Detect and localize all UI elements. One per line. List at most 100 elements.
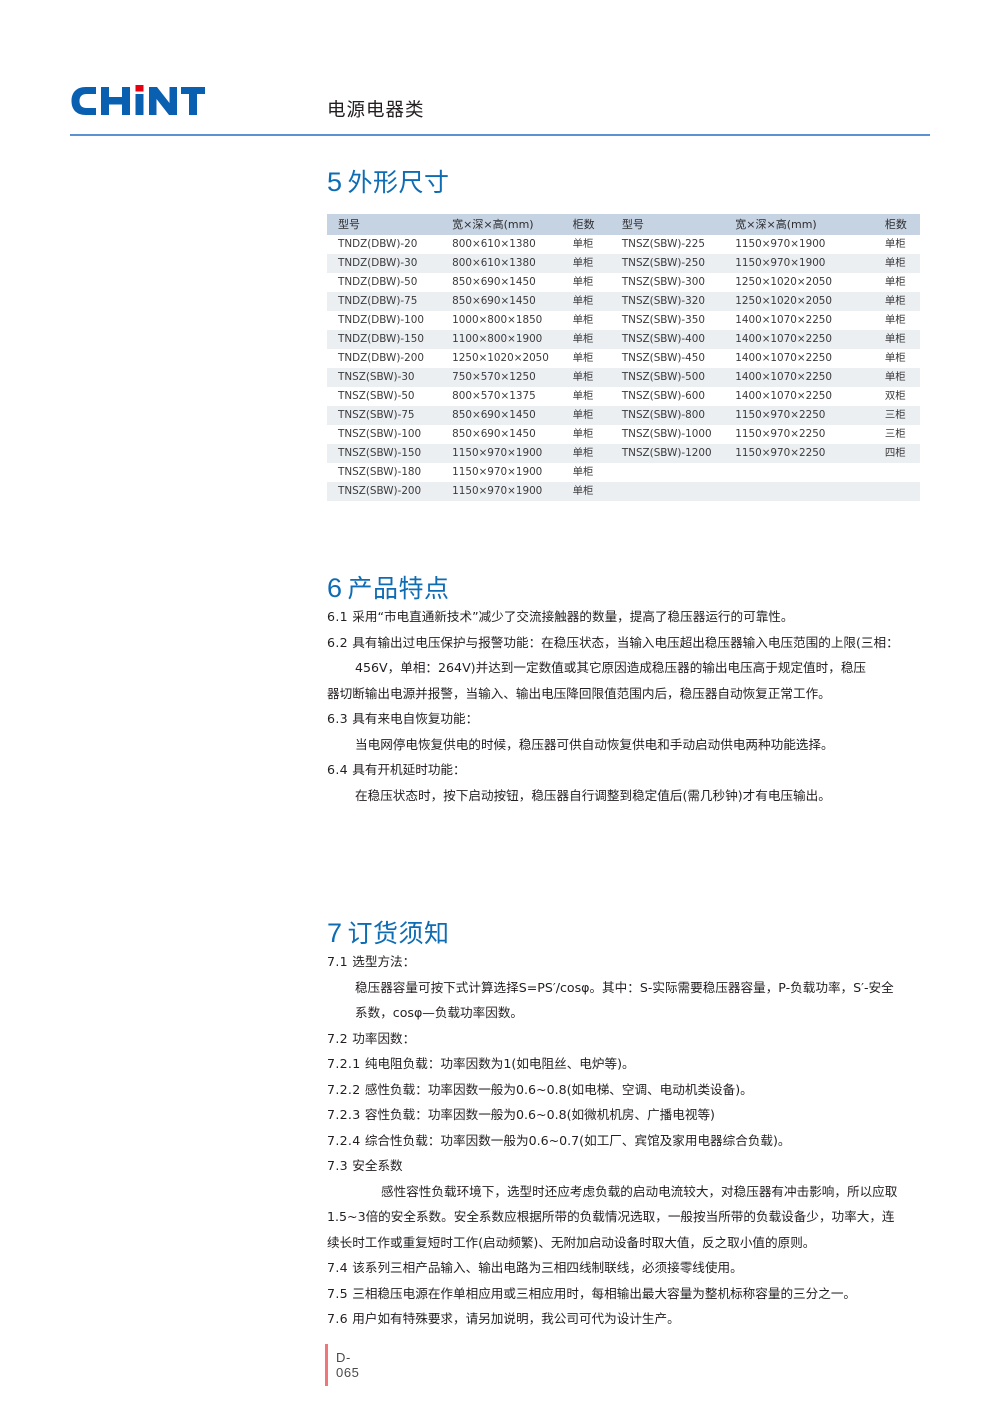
cell-model-1: TNDZ(DBW)-200	[338, 352, 424, 364]
feature-item-6-4: 6.4 具有开机延时功能：	[327, 757, 942, 783]
cell-cabinets-1: 单柜	[572, 485, 594, 497]
cell-cabinets-1: 单柜	[572, 409, 594, 421]
page-number: D-065	[336, 1350, 360, 1380]
table-row: TNDZ(DBW)-30 800×610×1380 单柜 TNSZ(SBW)-250 1…	[327, 254, 920, 273]
cell-cabinets-2	[885, 463, 920, 482]
item-text: 系数，cosφ—负载功率因数。	[355, 1005, 524, 1020]
table-row: TNSZ(SBW)-30 750×570×1250 单柜 TNSZ(SBW)-500 1…	[327, 368, 920, 387]
col-header-model-2: 型号	[621, 218, 644, 231]
cell-cabinets-2: 双柜	[884, 390, 906, 402]
cell-size-2	[735, 463, 885, 482]
table-row: TNSZ(SBW)-180 1150×970×1900 单柜	[327, 463, 920, 482]
item-number: 7.1	[327, 954, 348, 969]
table-row: TNSZ(SBW)-150 1150×970×1900 单柜 TNSZ(SBW)-12…	[327, 444, 920, 463]
features-text-block: 6.1 采用“市电直通新技术”减少了交流接触器的数量，提高了稳压器运行的可靠性。…	[327, 604, 942, 808]
item-text: 具有开机延时功能：	[352, 762, 466, 777]
cell-model-2: TNSZ(SBW)-1000	[621, 428, 712, 440]
cell-size-2: 1400×1070×2250	[735, 371, 833, 383]
table-row: TNSZ(SBW)-200 1150×970×1900 单柜	[327, 482, 920, 501]
section-title: 外形尺寸	[347, 168, 450, 197]
item-text: 稳压器容量可按下式计算选择S=PS′/cosφ。其中：S-实际需要稳压器容量，P…	[355, 979, 894, 995]
ordering-item-7-1-line1: 稳压器容量可按下式计算选择S=PS′/cosφ。其中：S-实际需要稳压器容量，P…	[327, 975, 942, 1001]
col-header-cab-1: 柜数	[572, 218, 595, 231]
cell-cabinets-2: 单柜	[884, 276, 906, 288]
cell-size-1: 1150×970×1900	[452, 447, 543, 459]
feature-item-6-2: 6.2 具有输出过电压保护与报警功能：在稳压状态，当输入电压超出稳压器输入电压范…	[327, 630, 942, 656]
item-number: 6.2	[327, 634, 348, 650]
item-number: 7.3	[327, 1158, 348, 1173]
item-number: 7.2.2	[327, 1081, 361, 1097]
cell-model-1: TNSZ(SBW)-180	[338, 466, 422, 478]
cell-size-2: 1400×1070×2250	[735, 314, 833, 326]
cell-size-1: 850×690×1450	[452, 276, 536, 288]
section-number: 5	[327, 167, 343, 197]
section-heading-dimensions: 5 外形尺寸	[327, 163, 450, 199]
table-row: TNDZ(DBW)-50 850×690×1450 单柜 TNSZ(SBW)-300 1…	[327, 273, 920, 292]
cell-cabinets-2	[885, 482, 920, 501]
cell-model-1: TNSZ(SBW)-100	[338, 428, 422, 440]
cell-model-1: TNSZ(SBW)-75	[338, 409, 415, 421]
cell-size-1: 850×690×1450	[452, 295, 536, 307]
item-number: 7.5	[327, 1285, 348, 1301]
cell-size-1: 800×610×1380	[452, 238, 536, 250]
table-row: TNDZ(DBW)-200 1250×1020×2050 单柜 TNSZ(SBW)-4…	[327, 349, 920, 368]
cell-cabinets-2: 单柜	[884, 333, 906, 345]
item-number: 7.4	[327, 1260, 348, 1275]
header-divider	[70, 134, 930, 136]
feature-item-6-2-line2: 456V，单相：264V)并达到一定数值或其它原因造成稳压器的输出电压高于规定值…	[327, 655, 942, 681]
cell-cabinets-1: 单柜	[572, 314, 594, 326]
feature-item-6-1: 6.1 采用“市电直通新技术”减少了交流接触器的数量，提高了稳压器运行的可靠性。	[327, 604, 942, 630]
ordering-item-7-2-1: 7.2.1 纯电阻负载：功率因数为1(如电阻丝、电炉等)。	[327, 1051, 942, 1077]
section-number: 7	[327, 918, 343, 948]
cell-size-1: 1100×800×1900	[452, 333, 543, 345]
cell-size-2	[735, 482, 885, 501]
item-text: 具有来电自恢复功能：	[352, 711, 479, 726]
col-header-size-1: 宽×深×高(mm)	[452, 218, 534, 231]
table-row: TNSZ(SBW)-100 850×690×1450 单柜 TNSZ(SBW)-100…	[327, 425, 920, 444]
dimensions-table: 型号 宽×深×高(mm) 柜数 型号 宽×深×高(mm) 柜数 TNDZ(DBW…	[327, 214, 920, 501]
section-heading-features: 6 产品特点	[327, 569, 450, 605]
cell-cabinets-1: 单柜	[572, 352, 594, 364]
cell-cabinets-2: 单柜	[884, 314, 906, 326]
item-text: 采用“市电直通新技术”减少了交流接触器的数量，提高了稳压器运行的可靠性。	[352, 609, 794, 624]
cell-model-1: TNDZ(DBW)-30	[338, 257, 418, 269]
chint-logo	[70, 84, 205, 118]
cell-cabinets-1: 单柜	[572, 390, 594, 402]
cell-cabinets-2: 四柜	[884, 447, 906, 459]
table-row: TNDZ(DBW)-100 1000×800×1850 单柜 TNSZ(SBW)-35…	[327, 311, 920, 330]
col-header-model-1: 型号	[338, 218, 360, 231]
page-header: 电源电器类	[0, 0, 992, 140]
item-number: 7.2.4	[327, 1132, 361, 1148]
ordering-text-block: 7.1 选型方法： 稳压器容量可按下式计算选择S=PS′/cosφ。其中：S-实…	[327, 949, 942, 1332]
ordering-item-7-4: 7.4 该系列三相产品输入、输出电路为三相四线制联线，必须接零线使用。	[327, 1255, 942, 1281]
cell-size-1: 1000×800×1850	[452, 314, 543, 326]
item-number: 6.1	[327, 609, 348, 624]
item-text: 选型方法：	[352, 954, 416, 969]
item-number: 7.2.3	[327, 1107, 361, 1122]
feature-item-6-3: 6.3 具有来电自恢复功能：	[327, 706, 942, 732]
item-text: 感性负载：功率因数一般为0.6~0.8(如电梯、空调、电动机类设备)。	[364, 1081, 753, 1097]
feature-item-6-3-body: 当电网停电恢复供电的时候，稳压器可供自动恢复供电和手动启动供电两种功能选择。	[327, 732, 942, 758]
section-title: 产品特点	[347, 574, 450, 603]
cell-cabinets-2: 单柜	[884, 257, 906, 269]
cell-model-1: TNDZ(DBW)-100	[338, 314, 424, 326]
cell-size-1: 1150×970×1900	[452, 466, 543, 478]
cell-model-2: TNSZ(SBW)-300	[621, 276, 705, 288]
cell-model-2: TNSZ(SBW)-1200	[621, 447, 712, 459]
cell-size-1: 850×690×1450	[452, 409, 536, 421]
col-header-cab-2: 柜数	[884, 218, 907, 231]
section-title: 订货须知	[347, 919, 450, 948]
item-text: 在稳压状态时，按下启动按钮，稳压器自行调整到稳定值后(需几秒钟)才有电压输出。	[355, 787, 831, 803]
item-number: 6.4	[327, 762, 348, 777]
table-row: TNDZ(DBW)-75 850×690×1450 单柜 TNSZ(SBW)-320 1…	[327, 292, 920, 311]
cell-size-1: 1250×1020×2050	[452, 352, 549, 364]
ordering-item-7-2-3: 7.2.3 容性负载：功率因数一般为0.6~0.8(如微机机房、广播电视等)	[327, 1102, 942, 1128]
table-row: TNSZ(SBW)-75 850×690×1450 单柜 TNSZ(SBW)-800 1…	[327, 406, 920, 425]
cell-cabinets-1: 单柜	[572, 447, 594, 459]
ordering-item-7-1: 7.1 选型方法：	[327, 949, 942, 975]
cell-size-2: 1400×1070×2250	[735, 333, 833, 345]
item-number: 7.2	[327, 1030, 348, 1046]
ordering-item-7-3: 7.3 安全系数	[327, 1153, 942, 1179]
cell-model-2: TNSZ(SBW)-320	[621, 295, 705, 307]
item-text: 用户如有特殊要求，请另加说明，我公司可代为设计生产。	[352, 1311, 680, 1326]
